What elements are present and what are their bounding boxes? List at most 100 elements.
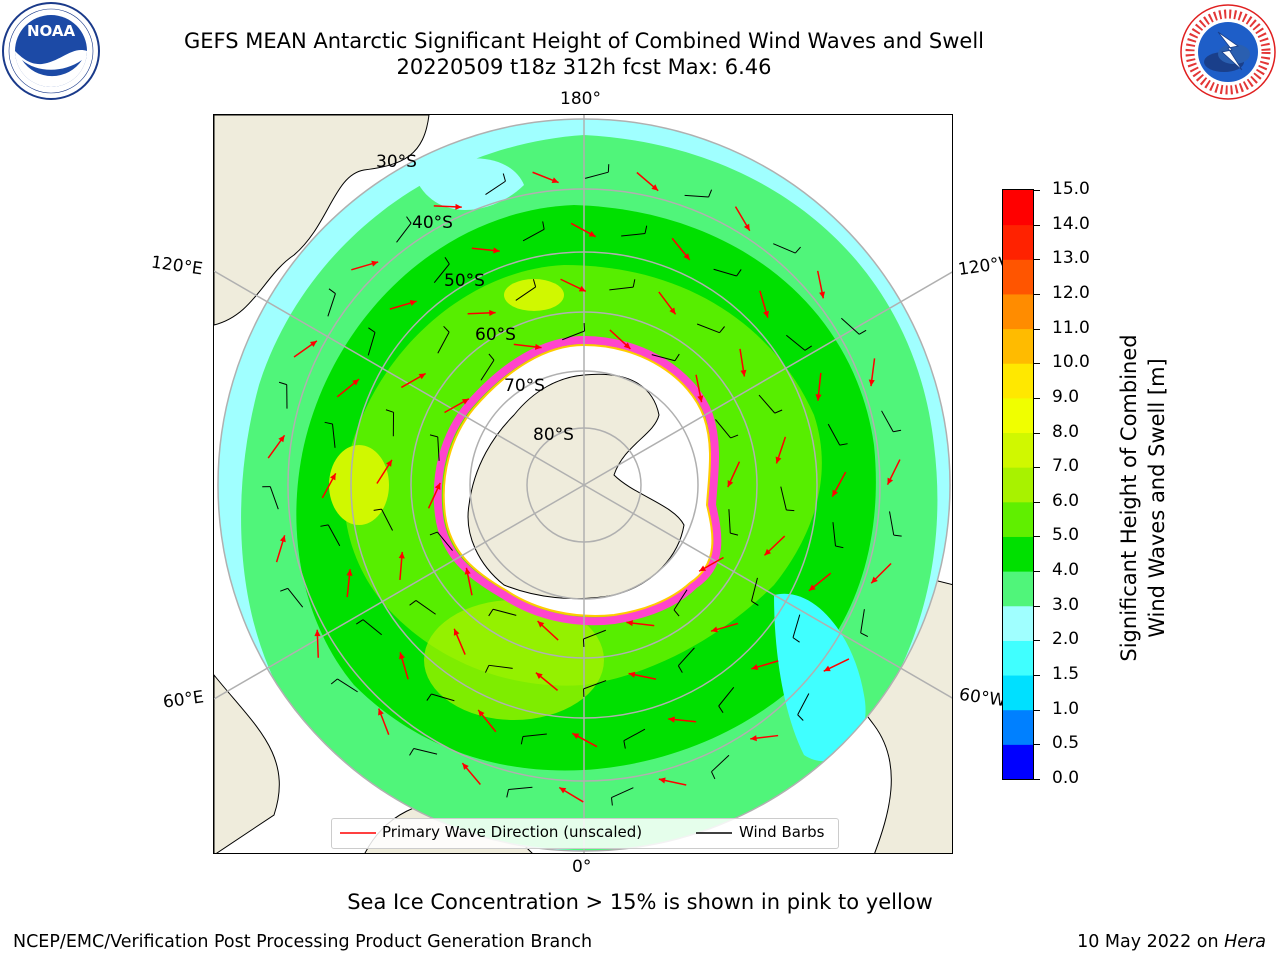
colorbar-tick-label: 2.0	[1052, 629, 1080, 650]
colorbar-segment	[1003, 605, 1033, 641]
wind-barb	[728, 509, 739, 536]
colorbar	[1002, 189, 1034, 780]
wave-arrow	[671, 237, 691, 261]
wave-arrow	[400, 372, 427, 389]
colorbar-tick-label: 15.0	[1052, 179, 1090, 199]
wind-barb	[433, 257, 450, 283]
antarctica	[433, 335, 722, 626]
wind-barbs-legend-label: Wind Barbs	[739, 823, 825, 841]
colorbar-tick-mark	[1034, 328, 1040, 330]
wave-arrow	[750, 734, 779, 742]
wave-arrow	[535, 672, 559, 691]
wind-barb	[429, 531, 453, 551]
wave-arrow	[823, 658, 850, 672]
wave-arrow	[658, 291, 677, 315]
wave-arrow	[314, 629, 321, 658]
wave-arrow	[775, 436, 787, 464]
wind-barb	[860, 609, 869, 637]
polar-map-svg	[214, 115, 952, 853]
wind-barb	[409, 748, 438, 756]
lat-label-60s: 60°S	[475, 325, 516, 345]
wind-barb	[832, 522, 844, 549]
wind-barb	[429, 434, 440, 461]
lon-label-60w: 60°W	[957, 684, 1008, 712]
wind-barb	[780, 486, 795, 512]
wave-arrow	[695, 374, 704, 403]
forecast-info: 20220509 t18z 312h fcst Max: 6.46	[396, 55, 772, 79]
chart-title: GEFS MEAN Antarctic Significant Height o…	[183, 29, 985, 53]
wave-direction-legend-label: Primary Wave Direction (unscaled)	[382, 823, 643, 841]
wind-barb	[609, 279, 636, 291]
wind-barb	[522, 221, 545, 242]
colorbar-tick-mark	[1034, 571, 1040, 573]
wind-barb	[356, 619, 382, 636]
colorbar-tick-label: 7.0	[1052, 456, 1080, 477]
noaa-logo-text: NOAA	[27, 22, 76, 40]
lon-label-0: 0°	[572, 857, 592, 877]
wave-arrow	[609, 329, 631, 350]
wind-barb	[621, 225, 648, 237]
colorbar-segment	[1003, 224, 1033, 260]
wave-arrow	[537, 620, 559, 641]
colorbar-segment	[1003, 328, 1033, 364]
wave-arrow	[739, 348, 747, 377]
wave-arrow	[377, 708, 390, 735]
wave-arrow	[513, 343, 542, 350]
wave-arrow	[727, 461, 741, 488]
colorbar-label: Significant Height of Combined Wind Wave…	[1115, 333, 1171, 663]
wave-arrow	[467, 309, 496, 316]
colorbar-tick-mark	[1034, 536, 1040, 538]
wind-barb	[651, 353, 680, 362]
colorbar-segment	[1003, 709, 1033, 745]
wave-arrow	[444, 398, 470, 414]
wave-arrow	[399, 652, 409, 680]
wave-arrow	[570, 222, 597, 238]
colorbar-segment	[1003, 259, 1033, 295]
wind-barb	[515, 279, 537, 301]
colorbar-segment	[1003, 363, 1033, 399]
colorbar-tick-label: 10.0	[1052, 352, 1090, 373]
colorbar-tick-label: 6.0	[1052, 490, 1080, 511]
wind-barb	[711, 754, 730, 780]
wave-arrow	[808, 572, 832, 592]
wind-barb	[488, 608, 517, 617]
wind-barb	[367, 327, 376, 356]
lat-label-50s: 50°S	[444, 271, 485, 291]
wind-barb	[797, 693, 810, 721]
wind-barb	[484, 664, 513, 673]
wind-barb	[373, 508, 393, 531]
footer-machine: Hera	[1224, 932, 1266, 952]
wind-barb	[396, 216, 412, 243]
colorbar-segment	[1003, 467, 1033, 503]
wind-barb	[715, 419, 739, 439]
colorbar-svg	[1003, 190, 1033, 780]
wave-arrow	[267, 434, 286, 459]
wind-barb	[889, 511, 902, 537]
wind-barb	[610, 787, 634, 806]
lon-label-180: 180°	[560, 89, 601, 109]
colorbar-label-line2: Wind Waves and Swell [m]	[1145, 358, 1169, 638]
wind-barbs-legend-line	[696, 832, 732, 834]
wind-barb	[792, 614, 801, 643]
wind-barb	[506, 786, 533, 798]
colorbar-tick-label: 11.0	[1052, 317, 1090, 338]
wind-barb	[718, 687, 735, 713]
wind-barb	[520, 733, 547, 745]
colorbar-tick-mark	[1034, 432, 1040, 434]
wind-barb	[278, 381, 288, 409]
colorbar-tick-label: 1.5	[1052, 664, 1080, 685]
footer-left: NCEP/EMC/Verification Post Processing Pr…	[13, 932, 593, 952]
colorbar-tick-mark	[1034, 501, 1040, 503]
wave-arrow	[453, 628, 466, 655]
wind-barb	[751, 577, 759, 606]
colorbar-tick-label: 0.5	[1052, 733, 1080, 754]
wind-barb	[827, 423, 848, 446]
wave-arrow	[376, 459, 393, 484]
wind-barb	[623, 728, 646, 749]
wind-barb	[673, 589, 688, 617]
colorbar-tick-label: 13.0	[1052, 248, 1090, 269]
lat-label-40s: 40°S	[412, 213, 453, 233]
wind-barb	[713, 268, 742, 277]
colorbar-tick-label: 3.0	[1052, 594, 1080, 615]
colorbar-tick-mark	[1034, 640, 1040, 642]
